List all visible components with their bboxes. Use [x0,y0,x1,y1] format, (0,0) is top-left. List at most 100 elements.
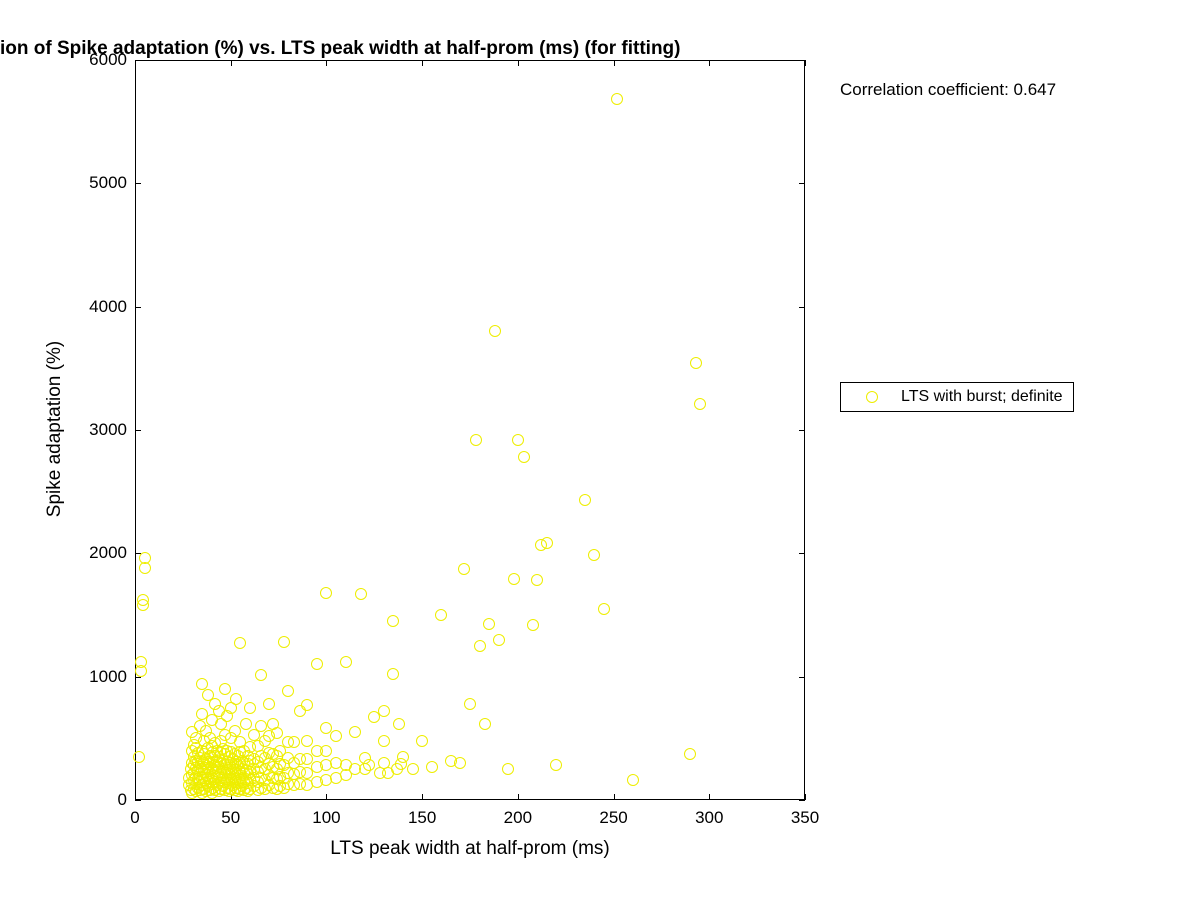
y-tick-label: 5000 [75,173,127,193]
scatter-point [518,451,530,463]
x-tick-label: 50 [221,808,240,828]
scatter-point [230,693,242,705]
scatter-point [489,325,501,337]
x-tick-mark [805,794,806,800]
scatter-point [255,669,267,681]
x-tick-label: 150 [408,808,436,828]
scatter-point [588,549,600,561]
scatter-point [378,705,390,717]
scatter-point [464,698,476,710]
scatter-point [137,594,149,606]
scatter-point [393,718,405,730]
x-tick-mark [614,60,615,66]
scatter-point [531,574,543,586]
x-tick-mark [709,60,710,66]
scatter-point [133,751,145,763]
x-tick-mark [518,794,519,800]
scatter-point [135,656,147,668]
legend-marker-icon [849,387,895,407]
y-tick-mark [799,430,805,431]
y-tick-mark [799,60,805,61]
scatter-point [301,735,313,747]
scatter-point [139,552,151,564]
scatter-point [407,763,419,775]
y-tick-mark [135,677,141,678]
x-tick-mark [422,794,423,800]
scatter-point [288,736,300,748]
x-tick-mark [326,60,327,66]
scatter-point [349,726,361,738]
legend-label: LTS with burst; definite [901,388,1063,406]
legend: LTS with burst; definite [840,382,1074,412]
y-tick-mark [799,183,805,184]
scatter-point [387,615,399,627]
x-tick-label: 0 [130,808,139,828]
scatter-point [470,434,482,446]
scatter-point [311,658,323,670]
scatter-point [282,685,294,697]
scatter-point [320,587,332,599]
scatter-point [435,609,447,621]
scatter-point [474,640,486,652]
x-tick-mark [231,60,232,66]
scatter-point [508,573,520,585]
scatter-point [527,619,539,631]
scatter-point [479,718,491,730]
scatter-point [627,774,639,786]
y-tick-label: 1000 [75,667,127,687]
scatter-point [483,618,495,630]
y-tick-mark [135,800,141,801]
y-tick-label: 0 [75,790,127,810]
scatter-point [502,763,514,775]
y-tick-label: 3000 [75,420,127,440]
x-tick-mark [422,60,423,66]
legend-circle-icon [866,391,878,403]
scatter-point [690,357,702,369]
y-tick-mark [135,183,141,184]
scatter-point [550,759,562,771]
scatter-point [454,757,466,769]
y-tick-label: 4000 [75,297,127,317]
x-tick-label: 250 [599,808,627,828]
scatter-point [340,656,352,668]
scatter-point [493,634,505,646]
scatter-point [579,494,591,506]
scatter-point [320,745,332,757]
x-tick-label: 100 [312,808,340,828]
scatter-point [598,603,610,615]
y-tick-mark [135,60,141,61]
scatter-point [611,93,623,105]
scatter-point [387,668,399,680]
y-axis-label: Spike adaptation (%) [44,279,66,579]
scatter-point [271,727,283,739]
x-tick-label: 350 [791,808,819,828]
scatter-point [234,637,246,649]
scatter-point [541,537,553,549]
x-tick-label: 200 [504,808,532,828]
scatter-point [263,698,275,710]
x-tick-mark [614,794,615,800]
x-tick-mark [805,60,806,66]
x-tick-mark [326,794,327,800]
scatter-point [278,636,290,648]
y-tick-mark [135,430,141,431]
plot-area [135,60,805,800]
scatter-point [458,563,470,575]
scatter-point [416,735,428,747]
x-axis-label: LTS peak width at half-prom (ms) [135,838,805,860]
scatter-point [301,699,313,711]
y-tick-mark [799,307,805,308]
scatter-point [694,398,706,410]
scatter-point [363,759,375,771]
correlation-annotation: Correlation coefficient: 0.647 [840,80,1056,100]
scatter-point [426,761,438,773]
x-tick-mark [709,794,710,800]
y-tick-label: 2000 [75,543,127,563]
scatter-point [512,434,524,446]
y-tick-mark [799,553,805,554]
scatter-point [244,702,256,714]
y-tick-mark [799,800,805,801]
scatter-point [219,683,231,695]
y-tick-mark [135,307,141,308]
x-tick-label: 300 [695,808,723,828]
